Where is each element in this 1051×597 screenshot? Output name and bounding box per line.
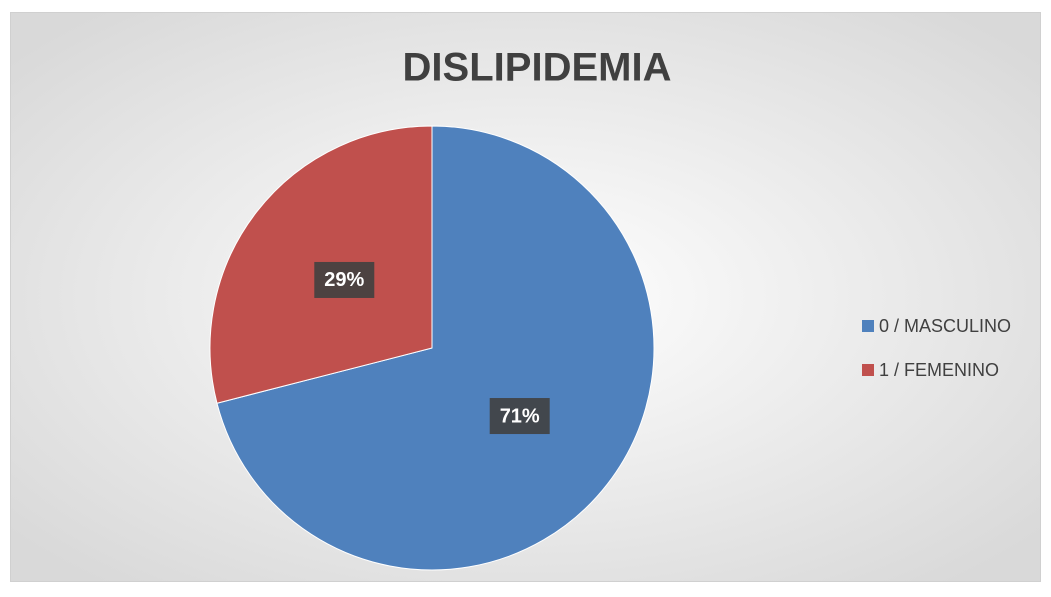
legend-swatch — [862, 320, 874, 332]
legend-label: 1 / FEMENINO — [879, 360, 999, 380]
data-label-box — [489, 398, 550, 435]
data-label: 71% — [500, 405, 540, 427]
legend-label: 0 / MASCULINO — [879, 316, 1011, 336]
legend-swatch — [862, 364, 874, 376]
data-label-box — [314, 261, 375, 298]
data-label: 29% — [324, 269, 364, 291]
pie-slice — [216, 125, 655, 571]
chart-title: DISLIPIDEMIA — [403, 46, 672, 90]
